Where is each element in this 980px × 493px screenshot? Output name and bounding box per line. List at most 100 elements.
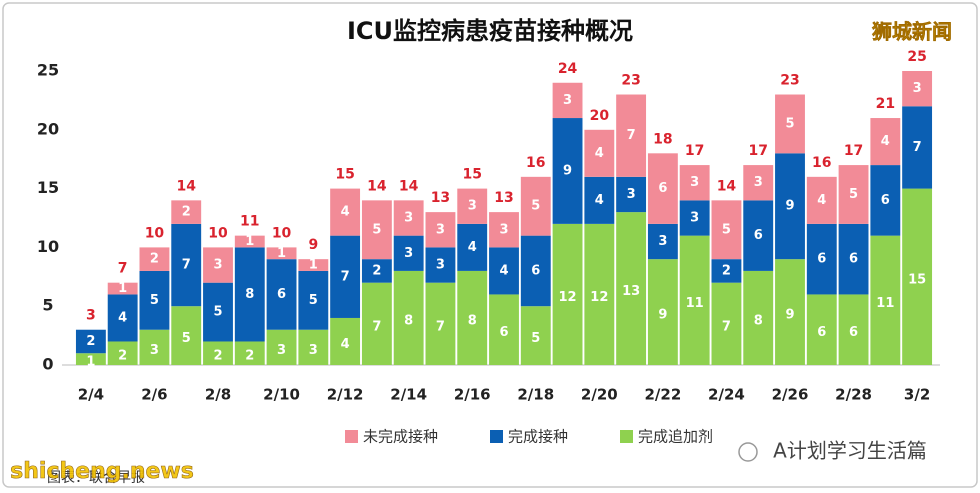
segment-label: 11 [686,296,704,311]
x-tick-label: 2/10 [263,386,300,404]
bar-segment [425,212,456,248]
x-tick-label: 2/28 [835,386,872,404]
segment-label: 3 [404,246,413,261]
total-label: 10 [208,225,228,241]
bar-segment [203,247,233,283]
total-label: 23 [780,73,799,89]
segment-label: 9 [658,308,667,323]
bar-segment [330,188,361,236]
bar-segment [647,259,678,365]
segment-label: 6 [499,325,508,340]
legend-label: 未完成接种 [363,428,438,446]
y-tick-label: 10 [37,237,59,256]
bar-segment [838,223,869,295]
bar-segment [298,329,329,365]
bar-segment [171,223,202,307]
bar-segment [520,235,551,307]
segment-label: 7 [436,319,445,334]
segment-label: 6 [817,325,826,340]
segment-label: 5 [531,331,540,346]
segment-label: 6 [849,325,858,340]
total-label: 20 [590,108,610,124]
bar-segment [489,212,519,248]
bar-segment [107,341,138,365]
total-label: 17 [748,143,767,159]
bar-segment [552,118,583,224]
segment-label: 4 [118,310,127,325]
bar-segment [743,200,774,271]
bar-segment [743,165,774,201]
x-tick-label: 2/16 [454,386,491,404]
segment-label: 5 [309,293,318,308]
segment-label: 2 [722,263,731,278]
segment-label: 4 [499,263,508,278]
segment-label: 11 [876,296,894,311]
wechat-icon [738,442,758,462]
bar-segment [806,223,837,295]
bar-segment [425,282,456,365]
segment-label: 4 [881,134,890,149]
bar-segment [902,71,933,107]
x-tick-label: 2/14 [390,386,427,404]
y-tick-label: 15 [37,178,59,197]
segment-label: 7 [722,319,731,334]
bar-segment [361,282,392,365]
bar-segment [361,259,392,283]
x-tick-label: 2/24 [708,386,745,404]
segment-label: 3 [690,175,699,190]
account-watermark: A计划学习生活篇 [773,439,927,463]
segment-label: 3 [404,211,413,226]
segment-label: 1 [86,355,95,370]
chart-title: ICU监控病患疫苗接种概况 [347,17,633,45]
segment-label: 8 [245,287,254,302]
segment-label: 2 [150,252,159,267]
segment-label: 2 [245,349,254,364]
segment-label: 1 [309,258,318,273]
segment-label: 4 [341,205,350,220]
x-tick-label: 2/22 [644,386,681,404]
segment-label: 3 [277,343,286,358]
total-label: 11 [240,214,259,230]
bar-segment [870,118,901,166]
legend-swatch [345,430,358,443]
bar-segment [584,176,615,224]
bar-segment [139,329,170,365]
segment-label: 4 [468,240,477,255]
segment-label: 3 [213,258,222,273]
bar-segment [393,270,424,365]
bar-segment [75,329,106,354]
bar-segment [330,235,361,318]
bar-segment [457,223,488,271]
segment-label: 2 [118,349,127,364]
segment-label: 5 [785,116,794,131]
segment-label: 7 [372,319,381,334]
total-label: 13 [431,190,450,206]
bar-segment [330,317,361,365]
segment-label: 15 [908,272,926,287]
segment-label: 6 [849,252,858,267]
segment-label: 7 [182,258,191,273]
bar-segment [775,259,805,365]
total-label: 21 [876,96,895,112]
bar-segment [298,259,329,271]
x-tick-label: 2/18 [517,386,554,404]
segment-label: 7 [341,269,350,284]
total-label: 3 [86,308,96,324]
bar-segment [457,270,488,365]
total-label: 17 [844,143,863,159]
segment-label: 3 [309,343,318,358]
bar-segment [711,259,742,283]
total-label: 9 [308,237,318,253]
total-label: 23 [621,73,640,89]
bar-segment [520,306,551,365]
segment-label: 12 [559,290,577,305]
bar-segment [75,353,106,365]
total-label: 13 [494,190,513,206]
segment-label: 5 [182,331,191,346]
segment-label: 9 [785,308,794,323]
y-tick-label: 5 [42,296,53,315]
bar-segment [616,212,647,365]
segment-label: 3 [658,234,667,249]
segment-label: 7 [913,140,922,155]
